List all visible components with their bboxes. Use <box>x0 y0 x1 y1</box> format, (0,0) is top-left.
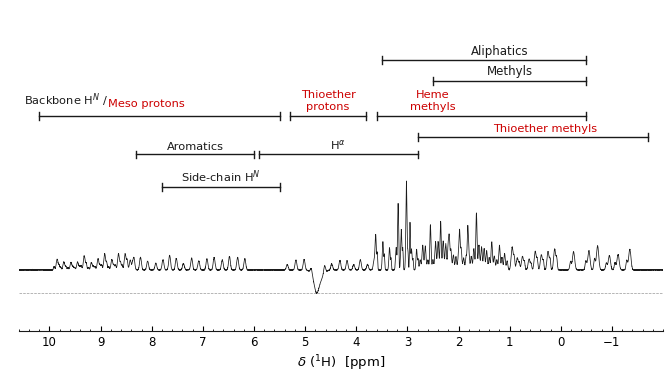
Text: Heme
methyls: Heme methyls <box>410 90 456 112</box>
Text: Meso protons: Meso protons <box>109 99 185 109</box>
Text: H$^{\alpha}$: H$^{\alpha}$ <box>330 138 346 152</box>
Text: Methyls: Methyls <box>486 65 533 78</box>
Text: Aromatics: Aromatics <box>167 142 224 152</box>
Text: Aliphatics: Aliphatics <box>470 45 528 58</box>
X-axis label: $\delta$ ($^1$H)  [ppm]: $\delta$ ($^1$H) [ppm] <box>297 353 385 373</box>
Text: Backbone H$^N$ /: Backbone H$^N$ / <box>24 91 109 109</box>
Text: Side-chain H$^N$: Side-chain H$^N$ <box>181 168 261 185</box>
Text: Thioether
protons: Thioether protons <box>301 90 356 112</box>
Text: Thioether methyls: Thioether methyls <box>493 124 598 135</box>
